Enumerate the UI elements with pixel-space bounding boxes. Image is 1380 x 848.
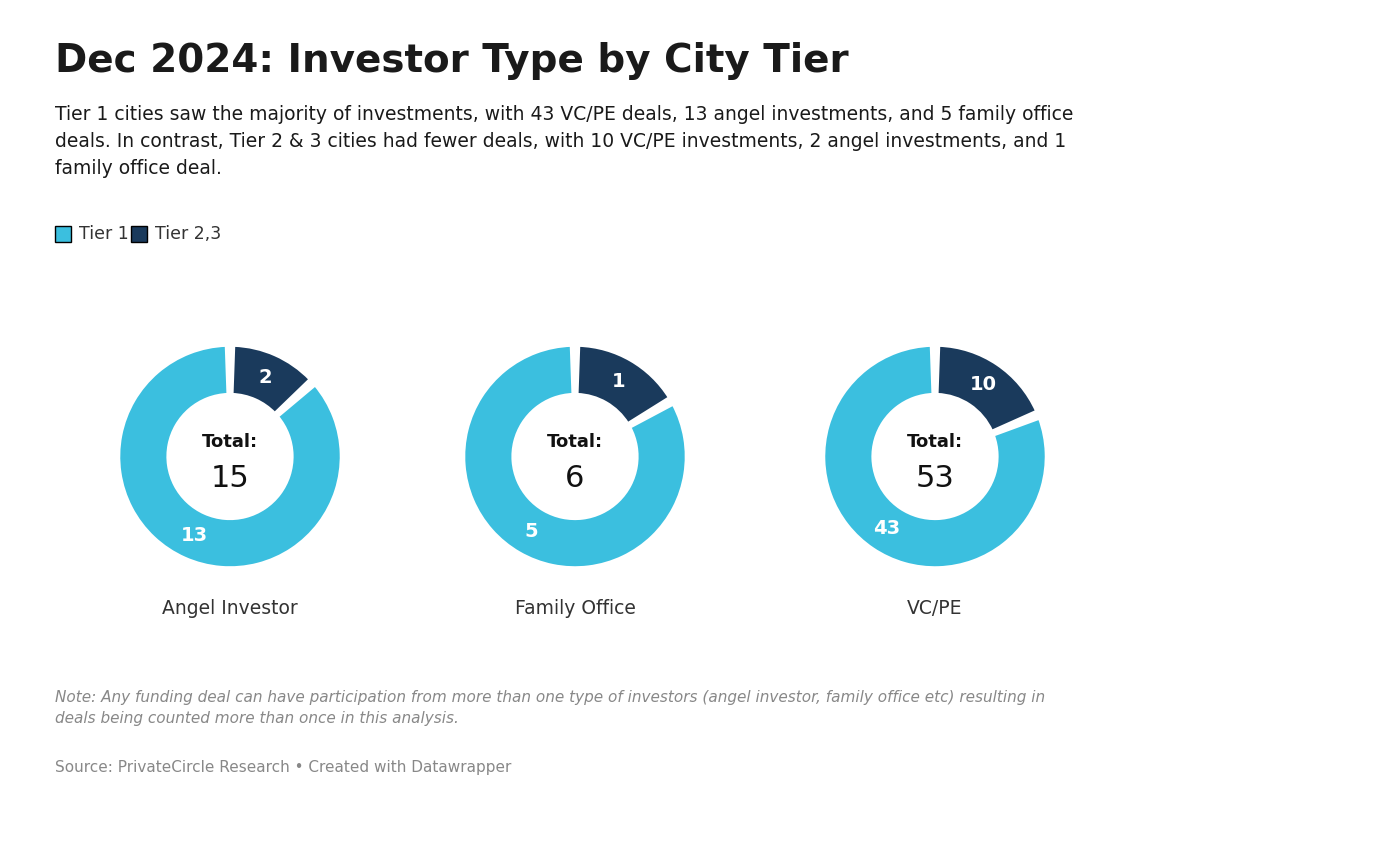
Text: Tier 2,3: Tier 2,3 (155, 225, 221, 243)
Text: Total:: Total: (201, 433, 258, 451)
Text: Note: Any funding deal can have participation from more than one type of investo: Note: Any funding deal can have particip… (55, 690, 1045, 726)
Text: VC/PE: VC/PE (907, 599, 963, 617)
Wedge shape (232, 345, 310, 413)
Text: Source: PrivateCircle Research • Created with Datawrapper: Source: PrivateCircle Research • Created… (55, 760, 512, 775)
Text: Total:: Total: (907, 433, 963, 451)
Text: 13: 13 (181, 526, 208, 545)
FancyBboxPatch shape (55, 226, 70, 242)
Text: 5: 5 (524, 522, 538, 541)
Wedge shape (577, 345, 669, 423)
Text: Family Office: Family Office (515, 599, 635, 617)
Text: Total:: Total: (546, 433, 603, 451)
Text: 15: 15 (211, 464, 250, 494)
Text: Tier 1: Tier 1 (79, 225, 128, 243)
Text: Angel Investor: Angel Investor (161, 599, 298, 617)
Text: 43: 43 (874, 519, 900, 538)
Text: Tier 1 cities saw the majority of investments, with 43 VC/PE deals, 13 angel inv: Tier 1 cities saw the majority of invest… (55, 105, 1074, 178)
Text: 10: 10 (970, 375, 996, 394)
Text: Dec 2024: Investor Type by City Tier: Dec 2024: Investor Type by City Tier (55, 42, 849, 80)
Wedge shape (937, 345, 1036, 431)
Text: 1: 1 (611, 372, 625, 391)
Text: 2: 2 (258, 368, 272, 387)
FancyBboxPatch shape (131, 226, 148, 242)
Text: 6: 6 (566, 464, 585, 494)
Wedge shape (824, 345, 1046, 567)
Wedge shape (464, 345, 686, 567)
Wedge shape (119, 345, 341, 567)
Text: 53: 53 (915, 464, 955, 494)
